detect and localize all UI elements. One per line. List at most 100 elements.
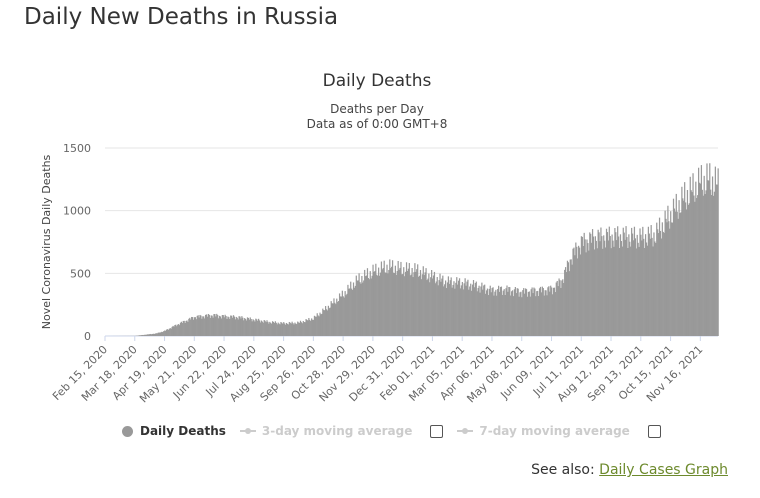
- bar-daily-deaths: [159, 332, 161, 336]
- bar-daily-deaths: [487, 295, 490, 336]
- bar-daily-deaths: [462, 289, 464, 336]
- see-also-prefix: See also:: [531, 462, 595, 478]
- bar-daily-deaths: [262, 322, 264, 336]
- bar-daily-deaths: [665, 218, 667, 336]
- bar-daily-deaths: [578, 245, 580, 336]
- bar-daily-deaths: [686, 190, 689, 336]
- bar-daily-deaths: [466, 281, 468, 336]
- bar-daily-deaths: [546, 295, 548, 336]
- bar-daily-deaths: [543, 295, 545, 336]
- bar-daily-deaths: [356, 280, 358, 336]
- bar-daily-deaths: [330, 301, 332, 336]
- legend-item-7-day-average[interactable]: 7-day moving average: [457, 424, 661, 438]
- bar-daily-deaths: [483, 285, 485, 336]
- bar-daily-deaths: [535, 296, 537, 336]
- y-tick-label-500: 500: [70, 267, 91, 280]
- bar-daily-deaths: [395, 274, 397, 336]
- bar-daily-deaths: [388, 269, 390, 336]
- bar-daily-deaths: [499, 287, 502, 336]
- chart-title: Daily Deaths: [323, 71, 432, 91]
- bar-daily-deaths: [670, 211, 672, 336]
- bar-daily-deaths: [493, 295, 495, 336]
- bar-daily-deaths: [366, 268, 369, 336]
- bar-daily-deaths: [616, 240, 618, 336]
- bar-daily-deaths: [618, 248, 621, 336]
- bar-daily-deaths: [163, 331, 165, 336]
- bar-daily-deaths: [241, 316, 243, 336]
- bar-daily-deaths: [404, 276, 406, 336]
- bar-daily-deaths: [440, 281, 442, 336]
- bar-daily-deaths: [607, 240, 609, 336]
- bar-daily-deaths: [288, 321, 290, 336]
- bar-daily-deaths: [352, 282, 355, 336]
- bar-daily-deaths: [689, 176, 691, 336]
- bar-daily-deaths: [698, 167, 700, 336]
- bar-daily-deaths: [459, 288, 462, 336]
- bar-daily-deaths: [498, 285, 500, 336]
- bar-daily-deaths: [267, 321, 269, 336]
- bar-daily-deaths: [458, 280, 460, 336]
- bar-daily-deaths: [264, 320, 266, 336]
- bar-daily-deaths: [393, 272, 396, 336]
- bar-daily-deaths: [475, 281, 477, 336]
- bar-daily-deaths: [692, 173, 694, 336]
- bar-daily-deaths: [666, 222, 668, 336]
- bar-daily-deaths: [444, 284, 446, 336]
- checkbox-3-day-average[interactable]: [430, 424, 444, 438]
- bar-daily-deaths: [484, 293, 487, 336]
- bar-daily-deaths: [434, 283, 436, 336]
- bar-daily-deaths: [542, 288, 544, 336]
- bar-daily-deaths: [472, 280, 475, 336]
- bar-daily-deaths: [583, 232, 585, 336]
- bar-daily-deaths: [476, 291, 478, 336]
- bar-daily-deaths: [312, 319, 315, 336]
- checkbox-7-day-average[interactable]: [647, 424, 661, 438]
- bar-daily-deaths: [199, 314, 201, 336]
- legend-item-daily-deaths[interactable]: Daily Deaths: [122, 424, 226, 438]
- bar-daily-deaths: [378, 267, 380, 336]
- bar-daily-deaths: [593, 249, 596, 336]
- bar-daily-deaths: [227, 316, 229, 336]
- legend-line-icon: [239, 428, 256, 434]
- bar-daily-deaths: [627, 248, 629, 336]
- bar-daily-deaths: [674, 211, 676, 336]
- bar-daily-deaths: [523, 288, 525, 336]
- bar-daily-deaths: [524, 288, 527, 336]
- bar-daily-deaths: [452, 284, 454, 336]
- bar-daily-deaths: [685, 209, 688, 336]
- bar-daily-deaths: [283, 322, 285, 336]
- bar-daily-deaths: [195, 319, 197, 336]
- bar-daily-deaths: [584, 239, 586, 336]
- bar-daily-deaths: [477, 287, 479, 336]
- bar-daily-deaths: [691, 192, 693, 336]
- page-title: Daily New Deaths in Russia: [24, 4, 339, 30]
- bar-daily-deaths: [139, 335, 142, 336]
- bar-daily-deaths: [494, 291, 496, 336]
- bar-daily-deaths: [207, 313, 210, 336]
- bar-daily-deaths: [489, 285, 491, 336]
- bar-daily-deaths: [538, 296, 540, 336]
- bar-daily-deaths: [419, 270, 422, 336]
- bar-daily-deaths: [671, 222, 673, 336]
- bar-daily-deaths: [539, 286, 542, 336]
- bar-daily-deaths: [504, 295, 506, 336]
- bar-daily-deaths: [219, 316, 222, 336]
- bar-daily-deaths: [415, 271, 417, 336]
- bar-daily-deaths: [588, 250, 590, 336]
- bar-daily-deaths: [247, 317, 250, 336]
- bar-daily-deaths: [571, 264, 573, 336]
- bar-daily-deaths: [715, 184, 717, 336]
- daily-cases-graph-link[interactable]: Daily Cases Graph: [599, 462, 728, 478]
- bar-daily-deaths: [187, 321, 189, 336]
- bar-daily-deaths: [376, 274, 378, 336]
- bar-daily-deaths: [706, 163, 708, 336]
- bar-daily-deaths: [364, 269, 366, 336]
- bar-daily-deaths: [529, 296, 531, 336]
- legend-item-3-day-average[interactable]: 3-day moving average: [239, 424, 444, 438]
- chart-legend: Daily Deaths 3-day moving average 7-day …: [122, 424, 675, 438]
- bar-daily-deaths: [154, 333, 156, 336]
- bar-daily-deaths: [495, 289, 497, 336]
- bar-daily-deaths: [337, 301, 339, 336]
- bar-daily-deaths: [385, 272, 387, 336]
- bar-daily-deaths: [601, 236, 603, 336]
